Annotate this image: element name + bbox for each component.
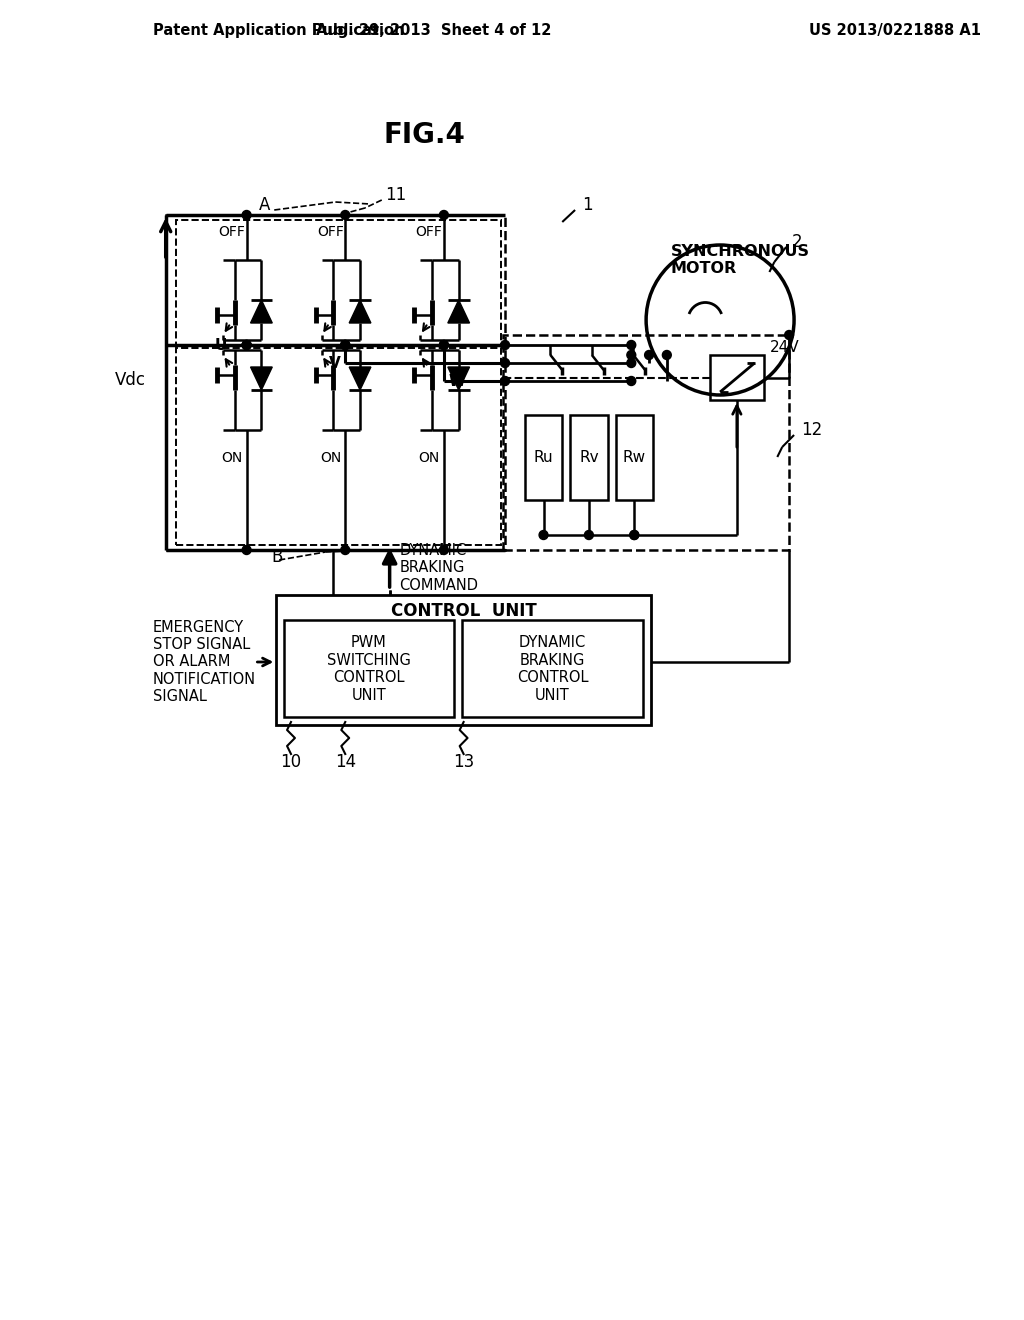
- Bar: [711, 355, 765, 400]
- Circle shape: [341, 545, 349, 554]
- Circle shape: [341, 341, 349, 350]
- Bar: [276, 595, 651, 725]
- Circle shape: [439, 341, 449, 350]
- Text: OFF: OFF: [317, 224, 344, 239]
- Text: ON: ON: [419, 451, 439, 465]
- Circle shape: [341, 210, 349, 219]
- Text: ON: ON: [319, 451, 341, 465]
- Bar: [462, 620, 643, 717]
- Circle shape: [242, 341, 251, 350]
- Circle shape: [501, 376, 510, 385]
- Circle shape: [501, 359, 510, 367]
- Text: ON: ON: [221, 451, 243, 465]
- Text: 11: 11: [385, 186, 406, 205]
- Text: V: V: [329, 355, 340, 371]
- Text: 1: 1: [582, 195, 593, 214]
- Text: 10: 10: [281, 752, 301, 771]
- Text: 14: 14: [335, 752, 355, 771]
- Circle shape: [627, 376, 636, 385]
- Circle shape: [439, 545, 449, 554]
- Circle shape: [539, 531, 548, 540]
- Text: Patent Application Publication: Patent Application Publication: [153, 22, 404, 37]
- Text: SYNCHRONOUS
MOTOR: SYNCHRONOUS MOTOR: [671, 244, 810, 276]
- Text: U: U: [214, 338, 227, 352]
- Text: PWM
SWITCHING
CONTROL
UNIT: PWM SWITCHING CONTROL UNIT: [327, 635, 411, 702]
- Polygon shape: [349, 300, 371, 323]
- Circle shape: [242, 545, 251, 554]
- Circle shape: [784, 330, 794, 339]
- Text: Vdc: Vdc: [115, 371, 146, 389]
- Polygon shape: [447, 367, 470, 389]
- Text: 2: 2: [793, 234, 803, 251]
- Circle shape: [242, 341, 251, 350]
- Circle shape: [630, 531, 639, 540]
- Circle shape: [663, 351, 672, 359]
- Circle shape: [242, 341, 251, 350]
- Text: 12: 12: [801, 421, 822, 440]
- Text: 24V: 24V: [769, 339, 799, 355]
- Text: OFF: OFF: [218, 224, 245, 239]
- Polygon shape: [447, 300, 470, 323]
- Circle shape: [585, 531, 593, 540]
- Polygon shape: [251, 367, 272, 389]
- Text: OFF: OFF: [416, 224, 442, 239]
- Polygon shape: [251, 300, 272, 323]
- Text: B: B: [271, 548, 283, 566]
- Polygon shape: [349, 367, 371, 389]
- Circle shape: [439, 210, 449, 219]
- Bar: [166, 215, 505, 550]
- Bar: [284, 620, 454, 717]
- Text: DYNAMIC
BRAKING
CONTROL
UNIT: DYNAMIC BRAKING CONTROL UNIT: [517, 635, 588, 702]
- Text: 13: 13: [453, 752, 474, 771]
- Circle shape: [341, 341, 349, 350]
- Text: FIG.4: FIG.4: [383, 121, 465, 149]
- Bar: [175, 220, 501, 345]
- Circle shape: [627, 341, 636, 350]
- Text: DYNAMIC
BRAKING
COMMAND: DYNAMIC BRAKING COMMAND: [399, 543, 478, 593]
- Bar: [570, 414, 607, 500]
- Text: Aug. 29, 2013  Sheet 4 of 12: Aug. 29, 2013 Sheet 4 of 12: [316, 22, 552, 37]
- Bar: [175, 348, 501, 545]
- Text: W: W: [449, 374, 466, 388]
- Circle shape: [439, 341, 449, 350]
- Bar: [524, 414, 562, 500]
- Bar: [503, 335, 790, 550]
- Text: US 2013/0221888 A1: US 2013/0221888 A1: [809, 22, 981, 37]
- Circle shape: [242, 210, 251, 219]
- Text: EMERGENCY
STOP SIGNAL
OR ALARM
NOTIFICATION
SIGNAL: EMERGENCY STOP SIGNAL OR ALARM NOTIFICAT…: [153, 619, 256, 705]
- Circle shape: [627, 359, 636, 367]
- Text: Ru: Ru: [534, 450, 553, 466]
- Text: Rw: Rw: [623, 450, 646, 466]
- Bar: [615, 414, 653, 500]
- Circle shape: [630, 531, 639, 540]
- Text: Rv: Rv: [580, 450, 599, 466]
- Circle shape: [501, 341, 510, 350]
- Text: A: A: [259, 195, 270, 214]
- Text: CONTROL  UNIT: CONTROL UNIT: [391, 602, 537, 620]
- Circle shape: [645, 351, 653, 359]
- Circle shape: [627, 351, 636, 359]
- Circle shape: [341, 341, 349, 350]
